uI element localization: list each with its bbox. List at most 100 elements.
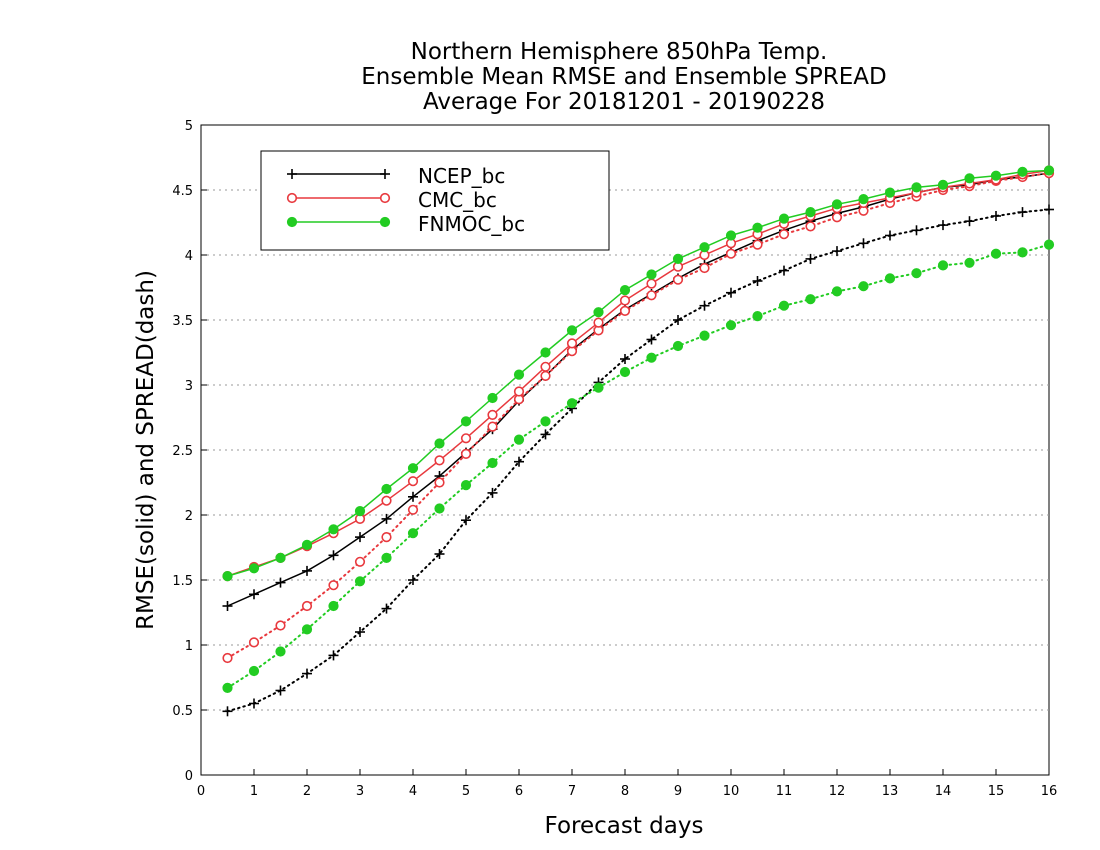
legend-marker-fnmoc-bc: [286, 216, 298, 228]
data-point-fnmoc-bc-rmse: [407, 463, 419, 474]
legend-sample-cmc-bc: [286, 192, 391, 204]
data-point-fnmoc-bc-spread: [460, 480, 472, 491]
data-point-fnmoc-bc-spread: [1017, 247, 1028, 258]
data-point-fnmoc-bc-rmse: [884, 187, 896, 198]
data-point-ncep-bc-spread: [1044, 204, 1054, 215]
data-point-fnmoc-bc-rmse: [725, 230, 737, 241]
data-point-fnmoc-bc-rmse: [619, 285, 631, 296]
x-tick-label: 11: [776, 784, 793, 799]
legend-box: [260, 150, 610, 251]
data-point-cmc-bc-rmse: [566, 338, 578, 349]
data-point-fnmoc-bc-spread: [937, 260, 949, 271]
y-axis-label: RMSE(solid) and SPREAD(dash): [133, 270, 159, 630]
data-point-ncep-bc-spread: [779, 265, 789, 276]
data-point-fnmoc-bc-spread: [248, 665, 260, 677]
data-point-cmc-bc-rmse: [646, 278, 657, 289]
data-point-fnmoc-bc-spread: [805, 294, 816, 305]
data-point-ncep-bc-spread: [514, 456, 524, 467]
data-point-fnmoc-bc-rmse: [513, 369, 525, 380]
data-point-fnmoc-bc-spread: [487, 457, 498, 469]
legend: NCEP_bc CMC_bc FNMOC_bc: [260, 150, 610, 251]
series-line-fnmoc-bc-spread: [226, 243, 1050, 689]
x-tick-label: 2: [303, 784, 311, 799]
data-point-cmc-bc-rmse: [434, 455, 445, 466]
data-point-fnmoc-bc-spread: [328, 600, 339, 612]
legend-marker-ncep-bc: [287, 169, 297, 179]
data-point-fnmoc-bc-rmse: [248, 563, 260, 574]
x-tick-label: 4: [409, 784, 417, 799]
data-point-fnmoc-bc-spread: [513, 434, 525, 445]
data-point-cmc-bc-spread: [407, 504, 419, 515]
data-point-fnmoc-bc-rmse: [937, 179, 949, 190]
data-point-fnmoc-bc-rmse: [328, 524, 339, 535]
data-point-ncep-bc-spread: [752, 276, 763, 286]
legend-label-fnmoc: FNMOC_bc: [418, 212, 525, 236]
data-point-fnmoc-bc-rmse: [646, 269, 657, 280]
data-point-cmc-bc-spread: [354, 556, 366, 567]
data-point-fnmoc-bc-rmse: [354, 506, 366, 517]
y-tick-label: 4.5: [172, 184, 193, 199]
y-tick-label: 2.5: [172, 444, 193, 459]
data-point-cmc-bc-spread: [831, 212, 843, 223]
y-tick-label: 0.5: [172, 704, 193, 719]
data-point-cmc-bc-spread: [540, 370, 551, 382]
data-point-fnmoc-bc-spread: [699, 330, 710, 341]
data-point-cmc-bc-spread: [619, 305, 631, 317]
data-point-ncep-bc-spread: [805, 253, 816, 264]
data-point-cmc-bc-spread: [487, 421, 498, 432]
grid-lines: [201, 189, 1049, 711]
data-point-fnmoc-bc-spread: [990, 248, 1002, 259]
data-point-fnmoc-bc-rmse: [460, 416, 472, 427]
data-point-ncep-bc-rmse: [381, 513, 392, 524]
series-ncep-bc-spread: [222, 204, 1054, 717]
x-tick-label: 10: [723, 784, 740, 799]
data-point-fnmoc-bc-spread: [725, 320, 737, 331]
data-point-cmc-bc-spread: [778, 229, 790, 240]
data-point-fnmoc-bc-spread: [275, 646, 286, 657]
data-point-ncep-bc-rmse: [275, 577, 286, 588]
data-point-ncep-bc-spread: [461, 515, 471, 526]
x-tick-label: 6: [515, 784, 523, 799]
data-point-fnmoc-bc-spread: [222, 682, 233, 694]
series-line-ncep-bc-spread: [226, 208, 1050, 713]
y-tick-label: 3.5: [172, 314, 193, 329]
data-point-cmc-bc-rmse: [540, 361, 551, 372]
legend-marker-ncep-bc: [380, 169, 390, 179]
data-point-ncep-bc-rmse: [302, 565, 312, 576]
x-axis: 0 1 2 3 4 5 6 7 8 9 10 11 12 13 14 15 16: [197, 769, 1057, 799]
data-point-fnmoc-bc-rmse: [222, 571, 233, 582]
data-point-ncep-bc-spread: [911, 225, 922, 236]
data-point-ncep-bc-spread: [381, 603, 392, 614]
y-tick-label: 1: [185, 639, 193, 654]
data-point-cmc-bc-spread: [460, 448, 472, 460]
x-tick-label: 7: [568, 784, 576, 799]
data-point-ncep-bc-rmse: [249, 589, 259, 600]
series-group: [222, 165, 1055, 717]
legend-marker-cmc-bc: [379, 192, 391, 204]
data-point-fnmoc-bc-spread: [911, 268, 922, 279]
data-point-cmc-bc-spread: [752, 239, 763, 250]
data-point-cmc-bc-spread: [672, 274, 684, 285]
data-point-fnmoc-bc-rmse: [672, 253, 684, 264]
legend-label-ncep: NCEP_bc: [418, 164, 505, 188]
legend-label-cmc: CMC_bc: [418, 188, 497, 212]
data-point-fnmoc-bc-rmse: [434, 438, 445, 449]
data-point-cmc-bc-rmse: [619, 295, 631, 306]
data-point-cmc-bc-rmse: [487, 409, 498, 421]
data-point-cmc-bc-rmse: [593, 317, 604, 328]
data-point-cmc-bc-rmse: [407, 476, 419, 487]
data-point-ncep-bc-spread: [858, 238, 869, 249]
data-point-fnmoc-bc-spread: [1043, 239, 1055, 250]
data-point-ncep-bc-spread: [1017, 207, 1028, 218]
data-point-fnmoc-bc-spread: [593, 382, 604, 393]
data-point-ncep-bc-spread: [938, 220, 948, 231]
title-line-3: Average For 20181201 - 20190228: [423, 89, 825, 115]
data-point-fnmoc-bc-rmse: [540, 347, 551, 358]
data-point-cmc-bc-spread: [699, 262, 710, 274]
x-tick-label: 8: [621, 784, 629, 799]
data-point-fnmoc-bc-rmse: [1043, 165, 1055, 176]
series-fnmoc-bc-rmse: [222, 165, 1055, 582]
series-line-cmc-bc-spread: [226, 172, 1050, 659]
data-point-fnmoc-bc-spread: [434, 503, 445, 514]
